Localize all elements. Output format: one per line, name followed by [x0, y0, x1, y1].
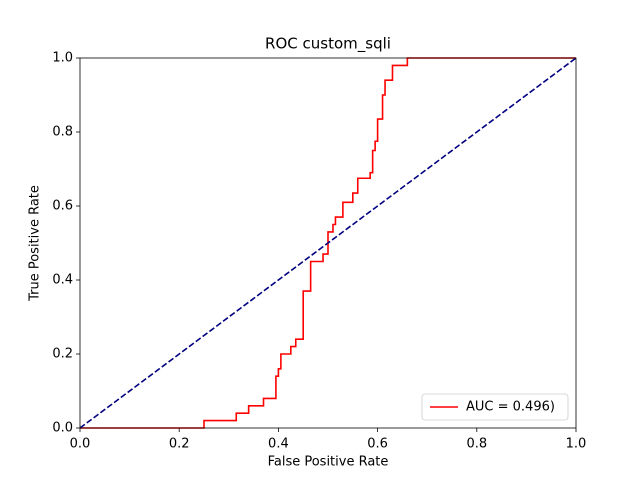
- legend-label: AUC = 0.496): [466, 400, 555, 415]
- y-axis-label: True Positive Rate: [28, 185, 43, 302]
- x-tick-label: 0.8: [466, 437, 487, 452]
- x-axis-label: False Positive Rate: [268, 455, 389, 470]
- x-tick-label: 0.2: [169, 437, 190, 452]
- chart-title: ROC custom_sqli: [265, 35, 391, 54]
- legend-box: [421, 393, 569, 421]
- x-tick-label: 0.4: [268, 437, 289, 452]
- y-tick-label: 0.2: [52, 347, 73, 362]
- y-tick-label: 0.4: [52, 273, 73, 288]
- y-tick-label: 0.0: [52, 421, 73, 436]
- diagonal-line: [79, 57, 577, 429]
- plot-frame: [79, 57, 577, 429]
- x-tick-label: 1.0: [566, 437, 587, 452]
- y-tick-label: 0.6: [52, 199, 73, 214]
- y-tick-label: 1.0: [52, 51, 73, 66]
- x-tick-label: 0.0: [70, 437, 91, 452]
- roc-curve: [80, 57, 576, 429]
- x-tick-label: 0.6: [367, 437, 388, 452]
- y-tick-label: 0.8: [52, 125, 73, 140]
